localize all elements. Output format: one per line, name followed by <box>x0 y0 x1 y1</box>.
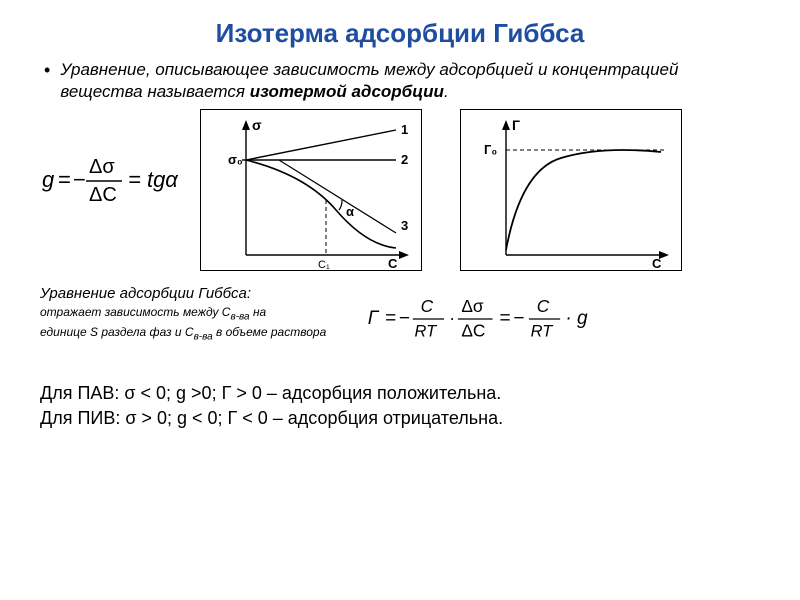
eq2-f3n: C <box>537 296 550 316</box>
eq1-num: Δσ <box>89 156 115 178</box>
chart1-c1: C₁ <box>318 259 330 271</box>
bullet-tail: . <box>444 82 449 101</box>
conclusion-piv: Для ПИВ: σ > 0; g < 0; Г < 0 – адсорбция… <box>40 408 760 429</box>
chart1-alpha: α <box>346 204 354 219</box>
eq2-f3d: RT <box>531 322 555 340</box>
gibbs-line1b: на <box>250 305 267 319</box>
figure-row: g = − Δσ ΔC = tgα σ C σ₀ 1 2 3 <box>40 109 760 271</box>
gibbs-sub1: в-ва <box>230 311 249 322</box>
chart1-label-2: 2 <box>401 152 408 167</box>
eq2-f2n: Δσ <box>462 296 485 316</box>
gibbs-line2b: в объеме раствора <box>213 325 327 339</box>
eq1-rhs: = tgα <box>128 167 179 192</box>
eq2-lhs: Г <box>368 308 380 329</box>
chart1-alpha-arc <box>339 200 342 210</box>
eq2-tail: · g <box>566 308 589 329</box>
chart1-curve-3 <box>246 160 396 248</box>
eq2-minus: − <box>399 308 410 329</box>
conclusions: Для ПАВ: σ < 0; g >0; Г > 0 – адсорбция … <box>40 383 760 429</box>
eq1-eq1: = <box>58 167 71 192</box>
eq1-lhs: g <box>42 167 55 192</box>
gibbs-line1a: отражает зависимость между C <box>40 305 230 319</box>
chart-sigma-vs-c: σ C σ₀ 1 2 3 C₁ α <box>200 109 422 271</box>
slide: Изотерма адсорбции Гиббса • Уравнение, о… <box>0 0 800 453</box>
bullet-text: Уравнение, описывающее зависимость между… <box>60 59 760 103</box>
gibbs-line2a: единице S раздела фаз и C <box>40 325 194 339</box>
chart1-tangent <box>279 160 396 233</box>
chart1-label-1: 1 <box>401 122 408 137</box>
page-title: Изотерма адсорбции Гиббса <box>40 18 760 49</box>
chart1-sigma0: σ₀ <box>228 152 243 167</box>
chart-gamma-vs-c: Г C Г₀ <box>460 109 682 271</box>
gibbs-line1: отражает зависимость между Cв-ва на <box>40 305 326 322</box>
bullet-term: изотермой адсорбции <box>250 82 444 101</box>
chart1-curve-1 <box>246 130 396 160</box>
chart1-label-3: 3 <box>401 218 408 233</box>
chart1-xlabel: C <box>388 256 398 271</box>
eq1-den: ΔC <box>89 184 117 206</box>
chart1-x-arrow <box>399 251 409 259</box>
chart2-curve <box>506 150 661 250</box>
equation-gamma: Г = − C RT · Δσ ΔC = − C RT · g <box>366 289 626 349</box>
gibbs-text: Уравнение адсорбции Гиббса: отражает зав… <box>40 285 326 346</box>
chart2-ylabel: Г <box>512 117 520 133</box>
bullet-item: • Уравнение, описывающее зависимость меж… <box>40 59 760 103</box>
gibbs-line2: единице S раздела фаз и Cв-ва в объеме р… <box>40 325 326 342</box>
eq2-dot1: · <box>449 308 455 328</box>
chart2-g0: Г₀ <box>484 142 497 157</box>
gibbs-head: Уравнение адсорбции Гиббса: <box>40 285 326 302</box>
chart2-xlabel: C <box>652 256 662 271</box>
eq1-minus: − <box>73 167 86 192</box>
eq2-minus2: − <box>514 308 525 329</box>
chart1-ylabel: σ <box>252 117 262 133</box>
chart2-y-arrow <box>502 120 510 130</box>
equation-g: g = − Δσ ΔC = tgα <box>40 149 190 213</box>
eq2-f1d: RT <box>415 322 439 340</box>
eq2-eq1: = <box>385 308 396 329</box>
eq2-eq2: = <box>500 308 511 329</box>
bullet-dot: • <box>44 59 50 81</box>
chart1-y-arrow <box>242 120 250 130</box>
eq2-f1n: C <box>421 296 434 316</box>
gibbs-sub2: в-ва <box>194 332 213 343</box>
eq2-f2d: ΔC <box>462 320 486 340</box>
gibbs-row: Уравнение адсорбции Гиббса: отражает зав… <box>40 285 760 349</box>
conclusion-pav: Для ПАВ: σ < 0; g >0; Г > 0 – адсорбция … <box>40 383 760 404</box>
